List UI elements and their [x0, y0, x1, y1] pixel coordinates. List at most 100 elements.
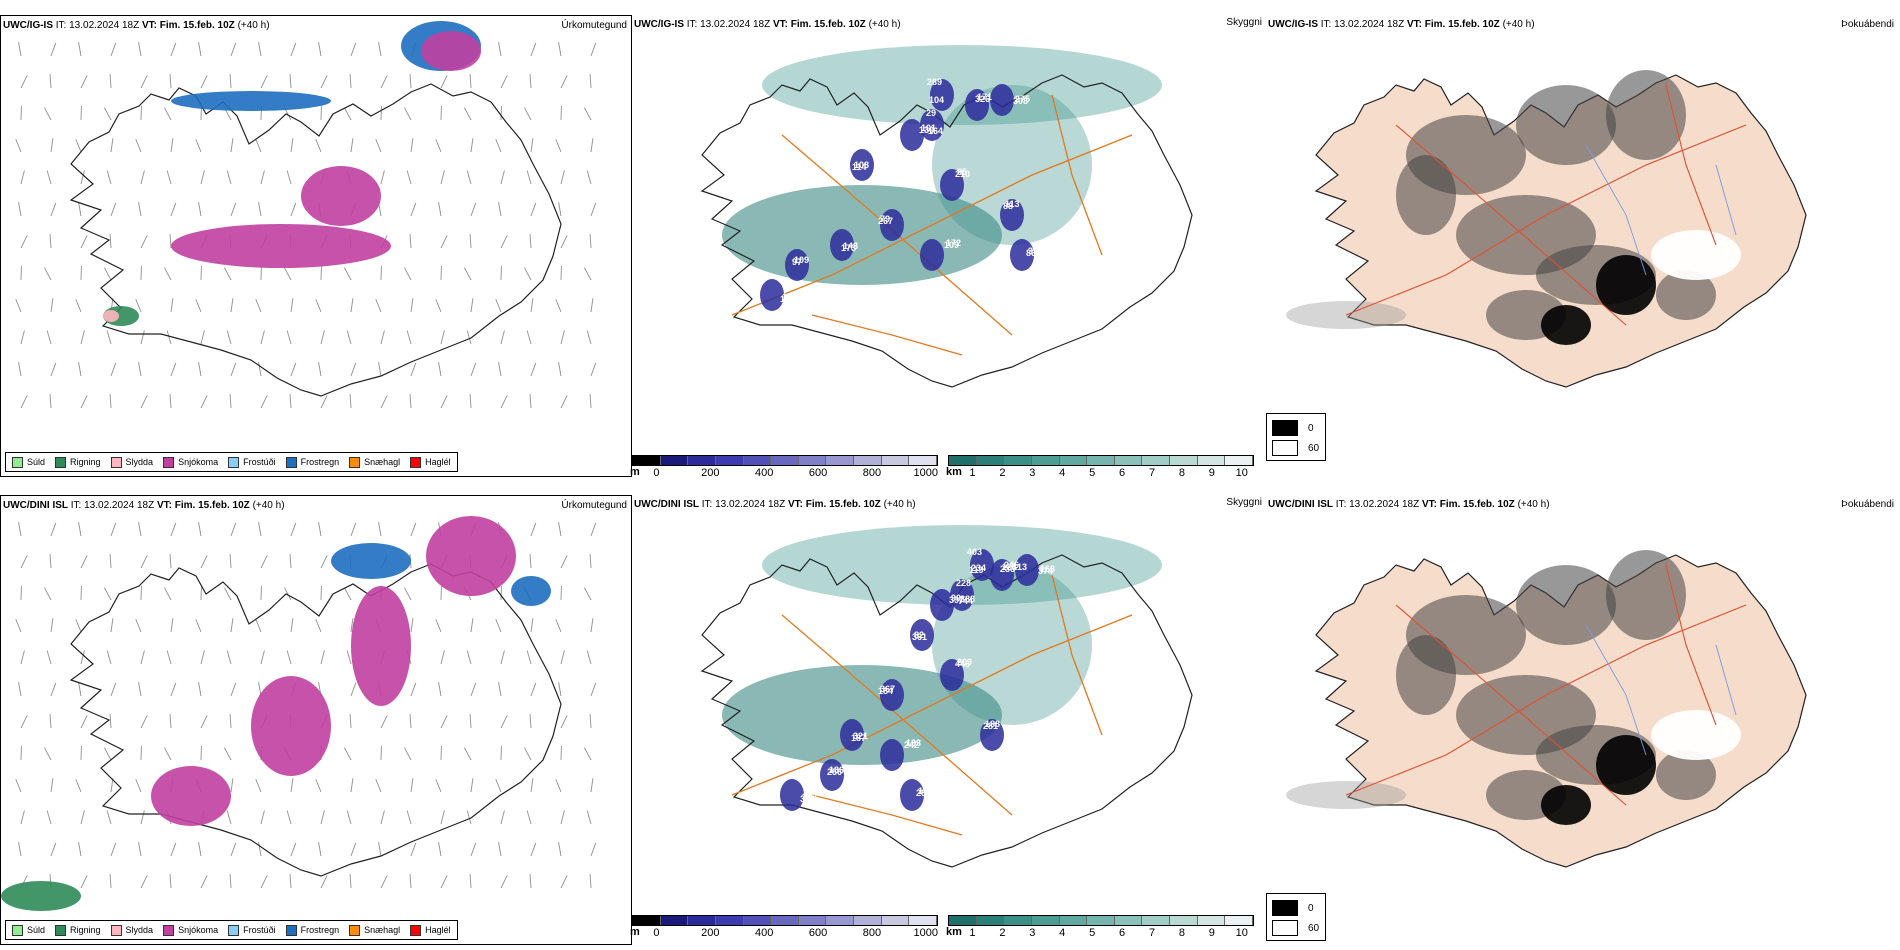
precip-type-panel-row2: UWC/DINI ISL IT: 13.02.2024 18Z VT: Fim.…: [0, 495, 632, 945]
colorbar-swatch: [881, 456, 910, 465]
wind-barb: [409, 233, 412, 249]
colorbar-swatch: [1142, 456, 1171, 465]
ceiling-value: 234: [971, 563, 986, 573]
wind-barb: [315, 138, 322, 153]
wind-barb: [440, 810, 445, 825]
wind-barb: [500, 810, 505, 825]
wind-barb: [49, 233, 52, 249]
wind-barb: [140, 650, 145, 665]
colorbar-tick-label: 9: [1208, 927, 1215, 939]
wind-barb: [498, 42, 502, 57]
wind-barb: [318, 362, 322, 377]
colorbar-tick-label: 5: [1089, 927, 1096, 939]
legend-swatch: [110, 456, 122, 468]
colorbar-tick-label: 1: [969, 927, 976, 939]
colorbar-tick-label: 0: [653, 927, 660, 939]
wind-barb: [375, 298, 382, 313]
wind-barb: [530, 842, 537, 857]
colorbar-tick-label: 3: [1029, 927, 1036, 939]
wind-barb: [103, 267, 112, 281]
wind-barb: [583, 587, 592, 601]
wind-barb: [258, 362, 262, 377]
low-ceiling-area: [1010, 239, 1034, 271]
wind-barb: [43, 267, 52, 281]
wind-barb: [15, 298, 22, 313]
wind-barb: [140, 715, 148, 729]
wind-barb: [286, 170, 292, 185]
fog-legend-swatch: [1272, 920, 1298, 936]
wind-barb: [20, 555, 28, 569]
wind-barb: [109, 553, 112, 569]
colorbar-tick-label: 7: [1148, 927, 1156, 939]
freezing-rain-area: [511, 576, 551, 606]
ceiling-value: 275: [1015, 94, 1030, 104]
wind-barb: [470, 298, 474, 313]
wind-barb: [463, 267, 472, 281]
ceiling-value: 403: [967, 547, 982, 557]
wind-barb: [46, 650, 52, 665]
ceiling-value: 186: [829, 765, 844, 775]
ceiling-value: 267: [878, 216, 893, 226]
colorbar-strip: [632, 455, 938, 466]
wind-barb: [498, 202, 502, 217]
wind-barb: [230, 298, 234, 313]
wind-barb: [223, 747, 232, 761]
colorbar-unit: m: [630, 466, 640, 478]
wind-barb: [290, 618, 294, 633]
low-ceiling-area: [780, 779, 804, 811]
fog-legend-label: 0: [1308, 422, 1314, 434]
legend-item: Snjókoma: [163, 924, 218, 936]
ceiling-value: 164: [928, 126, 943, 136]
low-ceiling-area: [990, 559, 1014, 591]
fog-legend: 0 60: [1266, 413, 1326, 461]
colorbar-tick-label: 4: [1059, 467, 1066, 479]
wind-barb: [138, 842, 142, 857]
wind-barb: [583, 267, 592, 281]
legend-swatch: [163, 924, 175, 936]
low-visibility-area: [762, 525, 1162, 605]
wind-barb: [500, 330, 505, 345]
colorbar-tick-label: 600: [808, 467, 828, 479]
wind-barb: [523, 267, 532, 281]
road-line: [1345, 604, 1747, 796]
wind-barb: [555, 138, 562, 153]
wind-barb: [403, 587, 412, 601]
wind-barb: [409, 393, 412, 409]
wind-barb: [106, 810, 112, 825]
wind-barb: [410, 778, 414, 793]
wind-barb: [140, 330, 145, 345]
wind-barb: [290, 138, 294, 153]
colorbar-swatch: [1059, 916, 1088, 925]
precip-legend: Súld Rigning Slydda Snjókoma Frostúði Frostre…: [5, 920, 458, 940]
wind-barb: [290, 42, 297, 57]
legend-swatch: [285, 924, 297, 936]
snow-area: [151, 766, 231, 826]
legend-label: Snæhagl: [364, 925, 401, 935]
wind-barb: [46, 170, 52, 185]
wind-barb: [103, 107, 112, 121]
legend-swatch: [228, 924, 240, 936]
fog-legend: 0 60: [1266, 893, 1326, 941]
wind-barb: [289, 393, 292, 409]
low-ceiling-area: [1000, 199, 1024, 231]
wind-barb: [18, 682, 22, 697]
legend-item: Frostregn: [285, 924, 339, 936]
wind-barb: [50, 618, 54, 633]
wind-barb: [560, 555, 568, 569]
wind-barb: [495, 618, 502, 633]
ceiling-value: 109: [944, 240, 959, 250]
legend-item: Rigning: [55, 456, 101, 468]
wind-barb: [140, 875, 148, 889]
wind-barb: [378, 842, 382, 857]
ceiling-value: 289: [927, 77, 942, 87]
wind-barb: [403, 267, 412, 281]
colorbar-tick-label: 10: [1235, 927, 1248, 939]
legend-swatch: [228, 456, 240, 468]
fog-map: [1286, 70, 1807, 388]
low-ceiling-area: [880, 209, 904, 241]
colorbar-swatch: [633, 456, 661, 465]
wind-barb: [290, 298, 294, 313]
wind-barb: [200, 650, 205, 665]
wind-barb: [380, 75, 388, 89]
wind-barb: [200, 75, 208, 89]
